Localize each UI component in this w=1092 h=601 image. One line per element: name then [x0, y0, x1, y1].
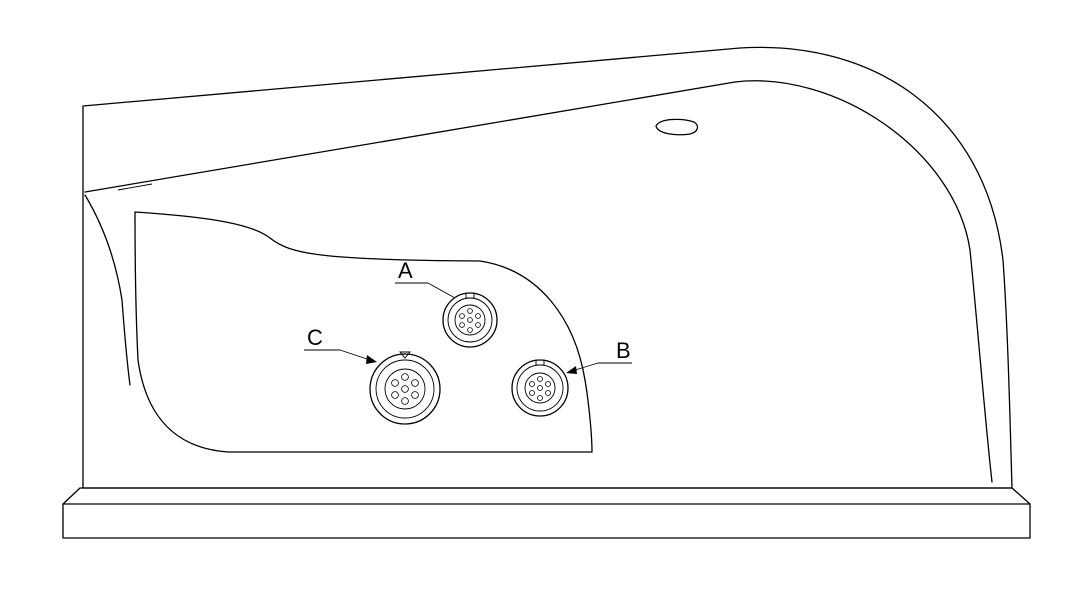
callout-a: A [395, 258, 456, 299]
connector-panel [134, 211, 593, 453]
connector-a-pins [459, 308, 481, 333]
connector-c-pins [391, 373, 419, 405]
callout-b: B [566, 338, 632, 374]
connector-c [369, 351, 441, 425]
callout-b-label: B [616, 338, 631, 363]
connector-b-pins [529, 376, 551, 401]
housing-outline [82, 46, 1013, 489]
connector-b [511, 359, 569, 417]
connector-a [442, 292, 498, 348]
base-plate [62, 487, 1031, 539]
callout-a-label: A [398, 258, 413, 283]
callout-c-label: C [307, 325, 323, 350]
callout-c: C [304, 325, 377, 364]
